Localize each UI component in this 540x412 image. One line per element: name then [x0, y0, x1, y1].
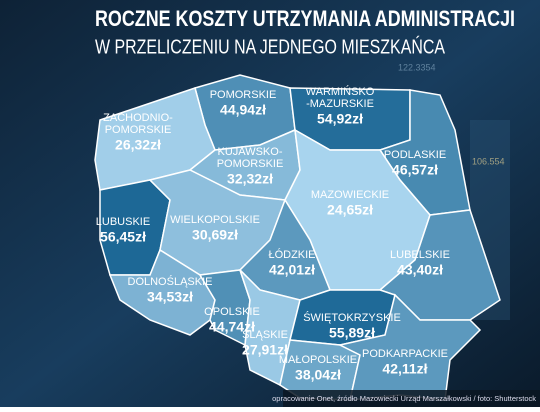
region-name: LUBUSKIE [96, 216, 150, 228]
region-name: DOLNOŚLĄSKIE [128, 275, 213, 288]
region-value: 44,74zł [209, 319, 255, 335]
title: ROCZNE KOSZTY UTRZYMANIA ADMINISTRACJI [95, 6, 515, 31]
region-name: POMORSKIE [210, 89, 277, 101]
region-value: 46,57zł [392, 162, 438, 178]
region-value: 30,69zł [192, 227, 238, 243]
region-name: OPOLSKIE [204, 306, 260, 318]
subtitle: W PRZELICZENIU NA JEDNEGO MIESZKAŃCA [95, 35, 446, 58]
region-name: -MAZURSKIE [306, 98, 374, 110]
credit-bar [283, 390, 540, 407]
credit: opracowanie Onet, źródło Mazowiecki Urzą… [272, 394, 536, 403]
region-name: ZACHODNIO- [103, 112, 173, 124]
region-name: PODLASKIE [384, 149, 446, 161]
region-name: ŁÓDZKIE [268, 248, 315, 261]
region-name: WARMIŃSKO [306, 85, 375, 98]
region-name: ŚWIĘTOKRZYSKIE [303, 311, 401, 324]
region-name: POMORSKIE [217, 158, 284, 170]
region-value: 44,94zł [220, 102, 266, 118]
map: POMORSKIE44,94złWARMIŃSKO-MAZURSKIE54,92… [94, 74, 501, 401]
region-value: 42,11zł [382, 361, 427, 377]
region-value: 26,32zł [115, 137, 161, 153]
region-name: KUJAWSKO- [218, 146, 283, 158]
region-value: 42,01zł [269, 262, 315, 278]
region-name: MAŁOPOLSKIE [279, 354, 357, 366]
region-name: LUBELSKIE [390, 249, 450, 261]
region-value: 55,89zł [329, 325, 375, 341]
region-value: 56,45zł [100, 229, 146, 245]
region-name: MAZOWIECKIE [311, 189, 389, 201]
region-value: 43,40zł [397, 262, 443, 278]
region-value: 34,53zł [147, 289, 193, 305]
bg-ticker: 122.3354 [398, 62, 436, 72]
bg-ticker: 106.554 [472, 156, 505, 166]
region-value: 54,92zł [317, 111, 363, 127]
region-name: WIELKOPOLSKIE [170, 214, 260, 226]
region-value: 32,32zł [227, 171, 273, 187]
region-value: 27,91zł [242, 342, 288, 358]
region-name: POMORSKIE [105, 124, 172, 136]
region [337, 293, 482, 401]
region-value: 24,65zł [327, 202, 373, 218]
region-value: 38,04zł [295, 367, 341, 383]
region-name: PODKARPACKIE [362, 348, 448, 360]
region-name: ŚLĄSKIE [242, 328, 288, 341]
